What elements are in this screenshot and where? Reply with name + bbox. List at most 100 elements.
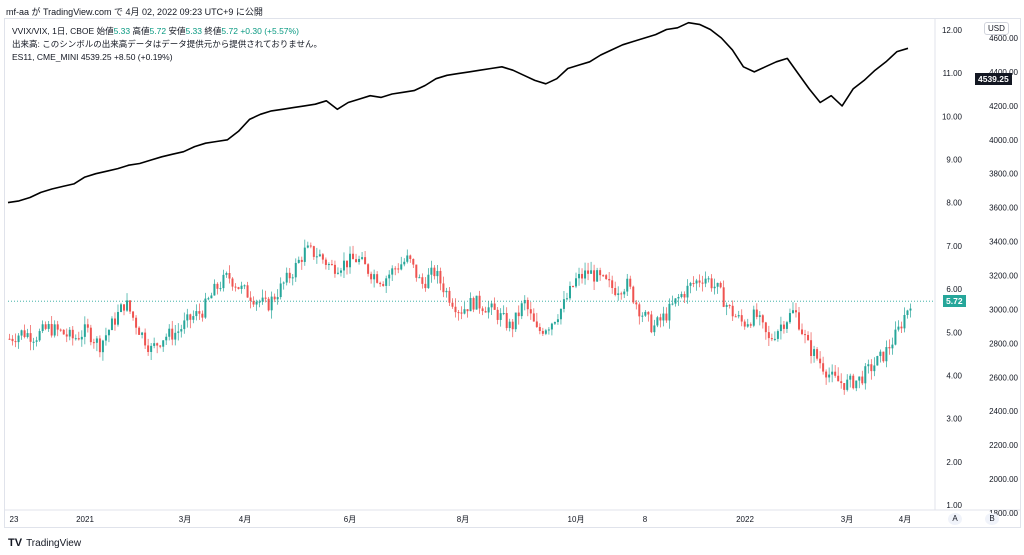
candle-body (424, 283, 427, 289)
candle-body (635, 302, 638, 305)
candle-body (309, 245, 312, 247)
candle-body (138, 327, 141, 335)
legend-es-symbol: ES11, CME_MINI (12, 52, 79, 62)
candle-body (671, 303, 674, 305)
candle-body (132, 311, 135, 318)
candle-body (819, 358, 822, 364)
candle-body (590, 270, 593, 274)
candle-body (831, 371, 834, 375)
candle-body (568, 286, 571, 299)
es-axis-tick: 2600.00 (989, 373, 1018, 382)
candle-body (321, 254, 324, 260)
candle-body (801, 329, 804, 335)
candle-body (427, 274, 430, 289)
tradingview-logo: ⁠TV TradingView (8, 537, 81, 549)
candle-body (249, 297, 252, 302)
candle-body (514, 312, 517, 330)
candle-body (406, 255, 409, 262)
candle-body (391, 268, 394, 275)
candle-body (602, 275, 605, 277)
candle-body (593, 270, 596, 282)
candle-body (526, 299, 529, 310)
candle-body (26, 333, 29, 338)
candle-body (620, 293, 623, 295)
currency-button[interactable]: USD (984, 22, 1009, 35)
candle-body (352, 253, 355, 260)
candle-body (80, 336, 83, 340)
candle-body (668, 303, 671, 321)
candle-body (611, 280, 614, 288)
candle-body (17, 335, 20, 343)
time-axis-tick: 4月 (239, 515, 251, 524)
candle-body (47, 324, 50, 329)
candle-body (837, 375, 840, 382)
auto-scale-button[interactable]: A (948, 513, 962, 525)
candle-body (270, 296, 273, 311)
es-axis-tick: 2000.00 (989, 475, 1018, 484)
candle-body (243, 285, 246, 287)
candle-body (186, 314, 189, 321)
candle-body (409, 255, 412, 259)
candle-body (713, 286, 716, 289)
candle-body (541, 330, 544, 334)
candle-body (761, 315, 764, 323)
candle-body (596, 270, 599, 282)
es-axis-tick: 3800.00 (989, 170, 1018, 179)
candle-body (74, 338, 77, 340)
candle-body (559, 308, 562, 320)
candle-body (599, 270, 602, 276)
candle-body (653, 325, 656, 333)
candle-body (743, 321, 746, 327)
time-axis-tick: 4月 (899, 515, 911, 524)
candle-body (315, 256, 318, 258)
candle-body (147, 345, 150, 352)
candle-body (71, 329, 74, 339)
ratio-axis-tick: 3.00 (946, 415, 962, 424)
candle-body (779, 324, 782, 332)
time-axis-tick: 2021 (76, 515, 94, 524)
candle-body (433, 267, 436, 277)
candle-body (843, 383, 846, 390)
candle-body (466, 309, 469, 312)
candle-body (240, 285, 243, 289)
candle-body (267, 298, 270, 311)
candle-body (686, 285, 689, 298)
candle-body (282, 282, 285, 284)
es-axis-tick: 3400.00 (989, 238, 1018, 247)
candle-body (529, 309, 532, 314)
candle-body (219, 288, 222, 290)
candle-body (14, 341, 17, 343)
candle-body (77, 338, 80, 340)
candle-body (508, 321, 511, 329)
candle-body (725, 305, 728, 307)
candle-body (192, 316, 195, 320)
candle-body (222, 274, 225, 289)
candle-body (909, 308, 912, 311)
ratio-last-price-tag: 5.72 (943, 295, 966, 307)
candle-body (888, 347, 891, 349)
candle-body (855, 380, 858, 389)
candle-body (626, 278, 629, 292)
legend-high: 5.72 (149, 26, 167, 36)
candle-body (553, 322, 556, 324)
legend-es-price: 4539.25 (80, 52, 112, 62)
time-axis-tick: 8月 (457, 515, 469, 524)
candle-body (822, 363, 825, 372)
candle-body (454, 306, 457, 313)
candle-body (755, 309, 758, 317)
candle-body (228, 273, 231, 279)
legend-close: 5.72 (221, 26, 238, 36)
time-axis-tick: 3月 (179, 515, 191, 524)
candle-body (556, 319, 559, 323)
candle-body (303, 247, 306, 262)
candle-body (376, 274, 379, 283)
legend-high-label: 高値 (132, 26, 150, 36)
candle-body (50, 324, 53, 336)
log-scale-button[interactable]: B (985, 513, 999, 525)
candle-body (828, 374, 831, 378)
chart-legend: VVIX/VIX, 1日, CBOE 始値5.33 高値5.72 安値5.33 … (12, 25, 322, 64)
candle-body (861, 376, 864, 384)
footer-brand: TradingView (26, 537, 82, 549)
ratio-axis-tick: 12.00 (942, 26, 963, 35)
